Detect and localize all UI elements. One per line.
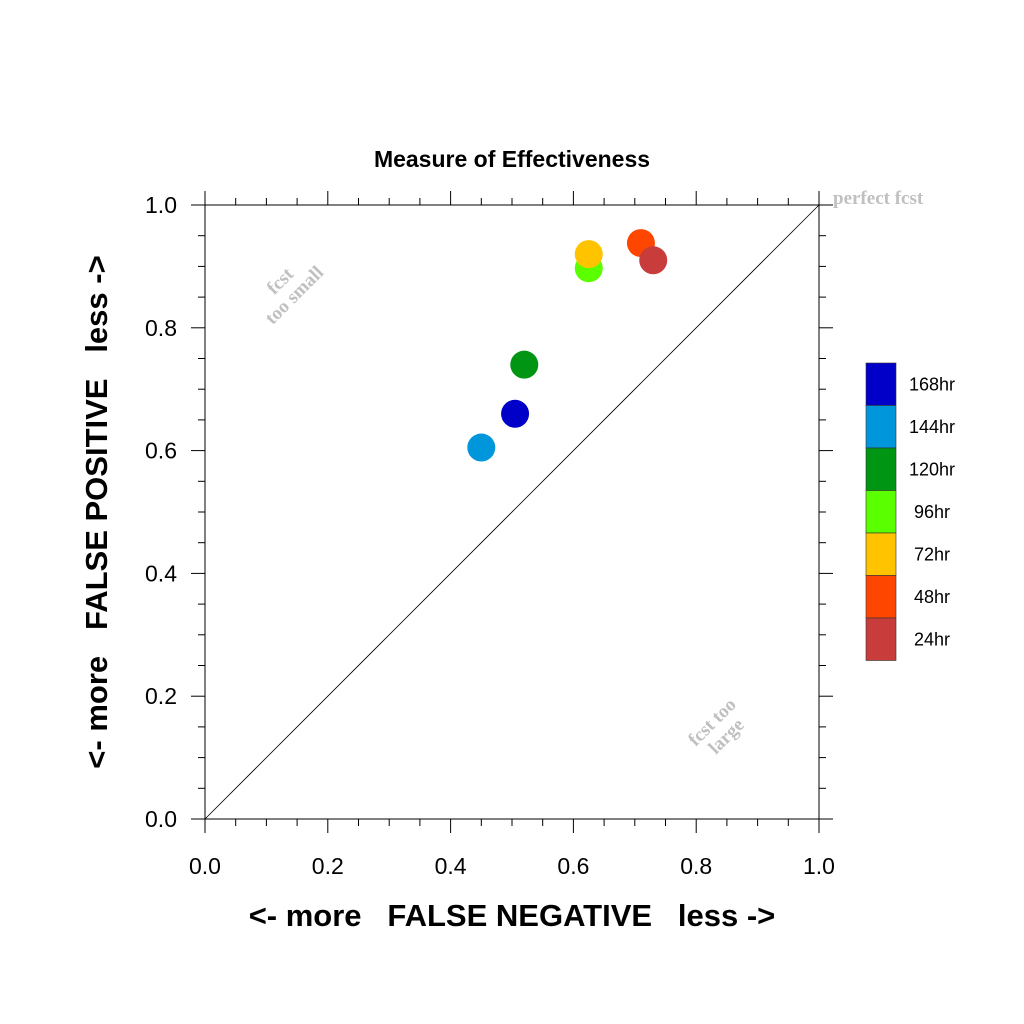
data-points: [467, 229, 668, 462]
point-168hr: [501, 399, 530, 428]
too-large-annotation: fcst too large: [684, 694, 748, 758]
legend-label: 96hr: [914, 502, 950, 522]
point-144hr: [467, 433, 496, 462]
legend-swatch: [865, 575, 897, 619]
legend-item: 120hr: [865, 447, 955, 491]
legend-label: 168hr: [909, 374, 955, 394]
legend-label: 120hr: [909, 459, 955, 479]
y-tick-label: 0.4: [145, 560, 177, 586]
axis-ticks: [191, 191, 833, 833]
legend-swatch: [865, 405, 897, 449]
x-tick-labels: 0.0 0.2 0.4 0.6 0.8 1.0: [189, 853, 835, 879]
legend-item: 24hr: [865, 617, 950, 661]
y-tick-labels: 0.0 0.2 0.4 0.6 0.8 1.0: [145, 192, 177, 832]
legend-label: 144hr: [909, 417, 955, 437]
legend: 168hr 144hr 120hr 96hr 72hr 48hr 24hr: [865, 362, 955, 661]
y-tick-label: 0.0: [145, 806, 177, 832]
legend-label: 24hr: [914, 629, 950, 649]
y-tick-label: 0.6: [145, 438, 177, 464]
perfect-forecast-label: perfect fcst: [833, 188, 924, 209]
y-tick-label: 1.0: [145, 192, 177, 218]
x-tick-label: 1.0: [803, 853, 835, 879]
legend-swatch: [865, 617, 897, 661]
x-axis-title: <- more FALSE NEGATIVE less ->: [249, 898, 776, 933]
legend-item: 96hr: [865, 490, 950, 534]
too-small-line2: too small: [261, 262, 328, 329]
y-axis-title: <- more FALSE POSITIVE less ->: [79, 255, 114, 768]
legend-item: 48hr: [865, 575, 950, 619]
legend-label: 72hr: [914, 544, 950, 564]
legend-label: 48hr: [914, 587, 950, 607]
point-120hr: [510, 350, 539, 379]
point-24hr: [639, 246, 668, 275]
x-tick-label: 0.6: [557, 853, 589, 879]
diagonal-reference-line: [204, 204, 820, 820]
y-tick-label: 0.8: [145, 315, 177, 341]
x-tick-label: 0.0: [189, 853, 221, 879]
legend-swatch: [865, 490, 897, 534]
x-tick-label: 0.2: [312, 853, 344, 879]
y-tick-label: 0.2: [145, 683, 177, 709]
legend-swatch: [865, 532, 897, 576]
chart-title: Measure of Effectiveness: [374, 146, 650, 172]
x-tick-label: 0.4: [435, 853, 467, 879]
legend-swatch: [865, 362, 897, 406]
x-tick-label: 0.8: [680, 853, 712, 879]
legend-item: 144hr: [865, 405, 955, 449]
legend-item: 168hr: [865, 362, 955, 406]
legend-swatch: [865, 447, 897, 491]
point-72hr: [574, 240, 603, 269]
too-small-annotation: fcst too small: [261, 262, 328, 329]
legend-item: 72hr: [865, 532, 950, 576]
